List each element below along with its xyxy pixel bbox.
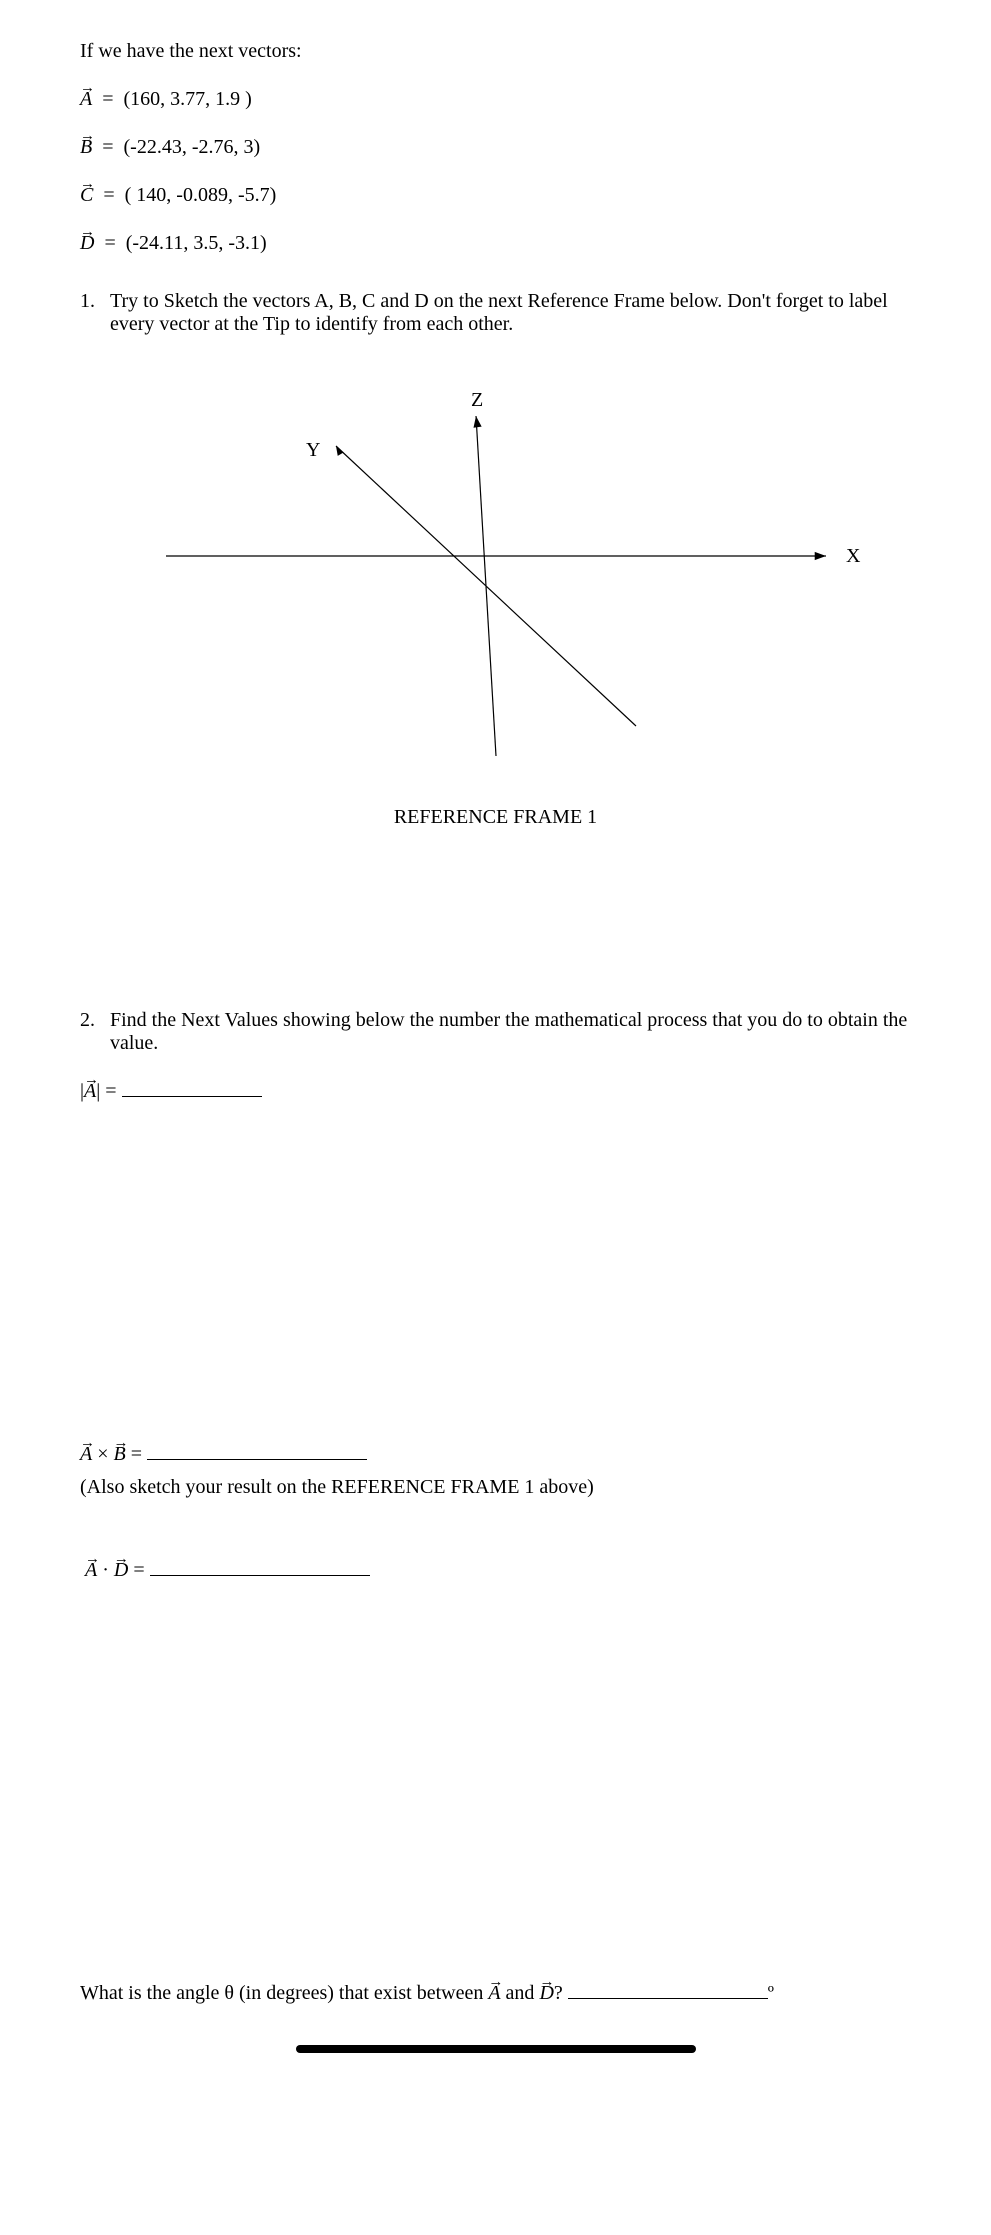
- frame-caption: REFERENCE FRAME 1: [80, 806, 911, 829]
- svg-text:Y: Y: [306, 439, 320, 461]
- vector-a-label: A: [80, 88, 92, 111]
- question-1: 1. Try to Sketch the vectors A, B, C and…: [80, 290, 911, 336]
- svg-text:X: X: [846, 545, 861, 567]
- vector-c-label: C: [80, 184, 93, 207]
- vector-d-label: D: [80, 232, 94, 255]
- svg-text:Z: Z: [471, 389, 483, 411]
- intro-text: If we have the next vectors:: [80, 40, 911, 63]
- a-cross-b-note: (Also sketch your result on the REFERENC…: [80, 1476, 911, 1499]
- vector-d-value: (-24.11, 3.5, -3.1): [126, 232, 267, 254]
- magnitude-a-line: |A| =: [80, 1080, 911, 1103]
- vector-b-label: B: [80, 136, 92, 159]
- question-2-text: Find the Next Values showing below the n…: [110, 1009, 911, 1055]
- a-dot-d-blank[interactable]: [150, 1575, 370, 1576]
- vector-c-value: ( 140, -0.089, -5.7): [125, 184, 277, 206]
- vector-d-def: D = (-24.11, 3.5, -3.1): [80, 232, 911, 255]
- a-cross-b-blank[interactable]: [147, 1459, 367, 1460]
- vector-a-def: A = (160, 3.77, 1.9 ): [80, 88, 911, 111]
- magnitude-a-blank[interactable]: [122, 1096, 262, 1097]
- reference-frame-diagram: X Z Y REFERENCE FRAME 1: [80, 376, 911, 829]
- angle-blank[interactable]: [568, 1998, 768, 1999]
- footer-bar: [296, 2045, 696, 2053]
- question-2-number: 2.: [80, 1009, 110, 1055]
- a-cross-b-line: A × B =: [80, 1443, 911, 1466]
- axes-svg: X Z Y: [106, 376, 886, 796]
- vector-a-value: (160, 3.77, 1.9 ): [124, 88, 252, 110]
- question-1-number: 1.: [80, 290, 110, 336]
- vector-c-def: C = ( 140, -0.089, -5.7): [80, 184, 911, 207]
- angle-question: What is the angle θ (in degrees) that ex…: [80, 1982, 911, 2005]
- question-2: 2. Find the Next Values showing below th…: [80, 1009, 911, 1055]
- question-1-text: Try to Sketch the vectors A, B, C and D …: [110, 290, 911, 336]
- vector-b-def: B = (-22.43, -2.76, 3): [80, 136, 911, 159]
- a-dot-d-line: A · D =: [80, 1559, 911, 1582]
- vector-b-value: (-22.43, -2.76, 3): [124, 136, 261, 158]
